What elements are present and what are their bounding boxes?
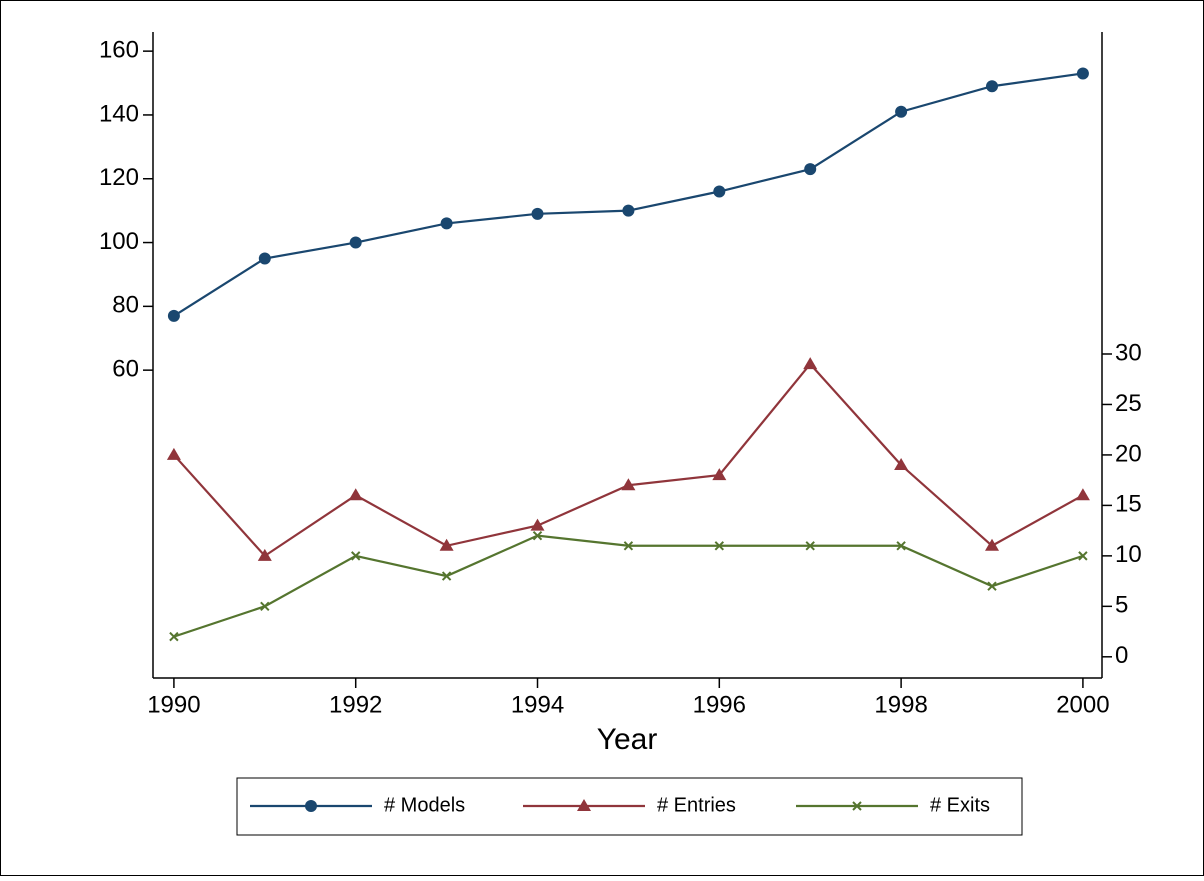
legend-marker xyxy=(305,800,317,812)
marker xyxy=(894,458,909,471)
marker xyxy=(805,541,815,551)
marker xyxy=(531,207,544,220)
marker xyxy=(260,601,270,612)
y2-tick-label: 15 xyxy=(1115,491,1142,518)
marker xyxy=(166,447,181,460)
y-tick-label: 160 xyxy=(99,36,139,63)
y-tick-label: 100 xyxy=(99,228,139,255)
x-axis-title: Year xyxy=(597,723,658,756)
marker xyxy=(895,105,908,118)
y2-tick-label: 10 xyxy=(1115,541,1142,568)
legend-marker xyxy=(577,799,591,811)
marker xyxy=(348,488,363,501)
marker xyxy=(169,631,179,642)
y-tick-label: 60 xyxy=(112,355,139,382)
marker xyxy=(623,541,634,551)
y-tick-label: 140 xyxy=(99,100,139,127)
y2-tick-label: 20 xyxy=(1115,440,1142,467)
marker xyxy=(803,357,818,370)
marker xyxy=(714,541,725,551)
marker xyxy=(712,468,727,481)
marker xyxy=(804,163,817,176)
y2-tick-label: 30 xyxy=(1115,339,1142,366)
y2-tick-label: 0 xyxy=(1115,642,1128,669)
marker xyxy=(439,538,454,551)
x-tick-label: 1990 xyxy=(147,691,200,718)
marker xyxy=(622,204,635,217)
marker xyxy=(440,217,453,230)
y-tick-label: 80 xyxy=(112,292,139,319)
x-tick-label: 1998 xyxy=(874,691,927,718)
marker xyxy=(441,571,452,581)
marker xyxy=(1076,67,1089,80)
y2-tick-label: 5 xyxy=(1115,592,1128,619)
x-tick-label: 2000 xyxy=(1056,691,1109,718)
legend-marker xyxy=(852,801,862,811)
marker xyxy=(987,581,997,591)
marker xyxy=(621,478,636,491)
marker xyxy=(713,185,726,198)
marker xyxy=(1075,488,1090,501)
x-tick-label: 1992 xyxy=(329,691,382,718)
legend-label: # Exits xyxy=(930,794,990,816)
x-tick-label: 1996 xyxy=(693,691,746,718)
marker xyxy=(532,530,543,541)
y2-tick-label: 25 xyxy=(1115,390,1142,417)
marker xyxy=(896,541,906,551)
legend-label: # Models xyxy=(384,794,465,816)
marker xyxy=(258,252,271,265)
marker xyxy=(257,548,272,561)
legend-label: # Entries xyxy=(657,794,736,816)
marker xyxy=(351,551,361,561)
y-tick-label: 120 xyxy=(99,164,139,191)
x-tick-label: 1994 xyxy=(511,691,564,718)
marker xyxy=(530,518,545,531)
marker xyxy=(986,80,999,93)
marker xyxy=(985,538,1000,551)
marker xyxy=(1078,551,1088,561)
marker xyxy=(167,309,180,322)
marker xyxy=(349,236,362,249)
